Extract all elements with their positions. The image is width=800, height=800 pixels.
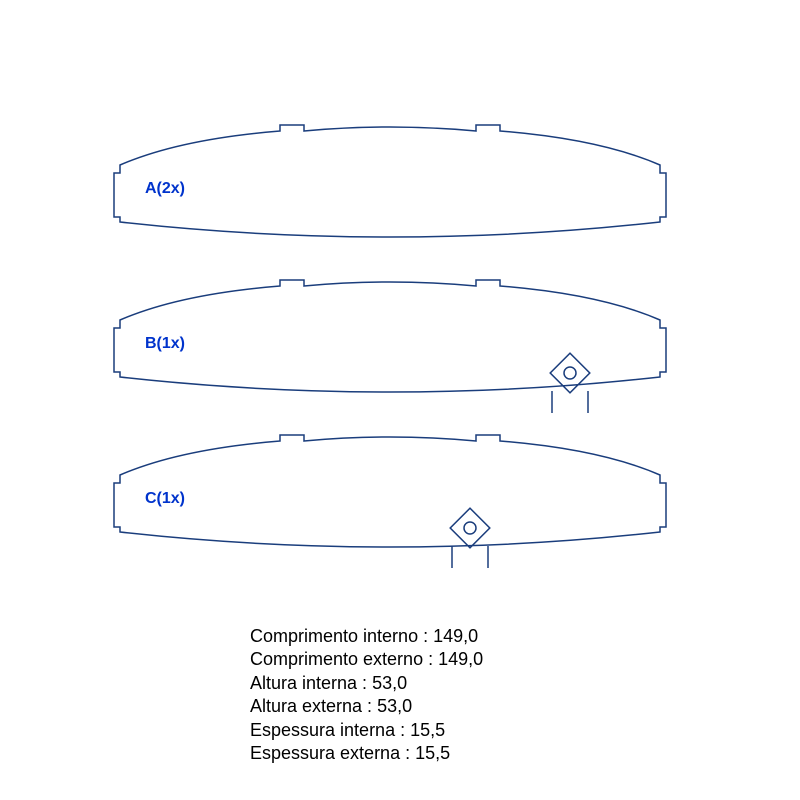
pad-label-a: A(2x): [145, 180, 185, 198]
spec-line: Comprimento interno : 149,0: [250, 625, 483, 648]
brake-pad-diagram: A(2x) B(1x) C(1x) Comprimento interno : …: [0, 0, 800, 800]
spec-line: Altura externa : 53,0: [250, 695, 483, 718]
spec-line: Espessura externa : 15,5: [250, 742, 483, 765]
pad-label-b: B(1x): [145, 335, 185, 353]
spec-line: Altura interna : 53,0: [250, 672, 483, 695]
pad-label-c: C(1x): [145, 490, 185, 508]
spec-line: Espessura interna : 15,5: [250, 719, 483, 742]
specifications-block: Comprimento interno : 149,0 Comprimento …: [250, 625, 483, 765]
spec-line: Comprimento externo : 149,0: [250, 648, 483, 671]
